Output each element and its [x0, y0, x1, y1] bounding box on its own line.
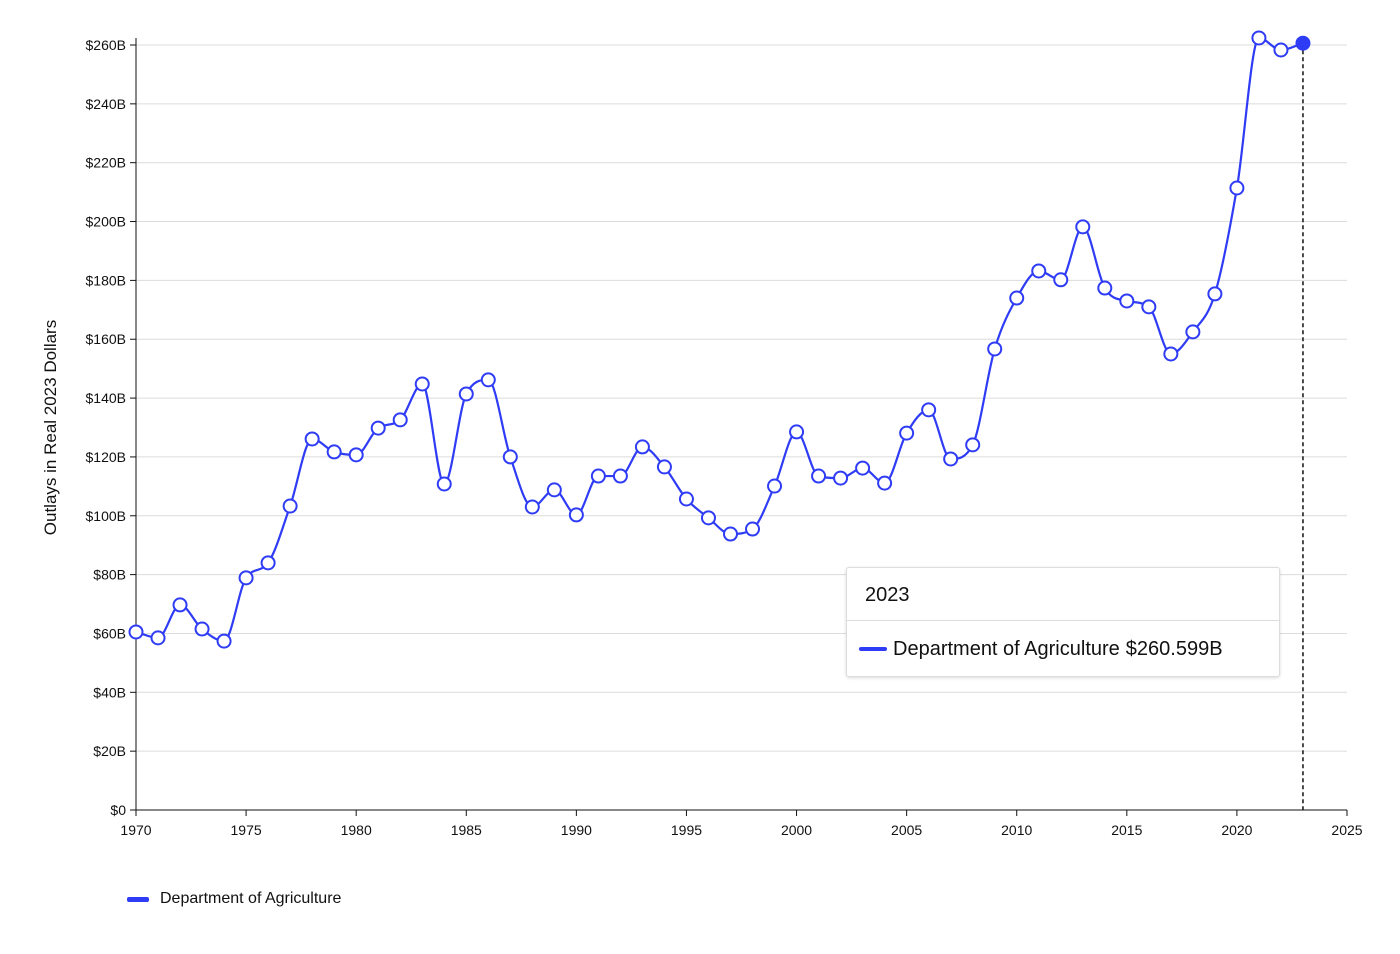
x-tick-label: 1975 — [231, 822, 262, 838]
y-tick-label: $160B — [86, 331, 126, 347]
data-point — [855, 460, 871, 476]
data-point — [238, 570, 254, 586]
data-point — [1185, 324, 1201, 340]
data-point — [568, 507, 584, 523]
legend: Department of Agriculture — [127, 890, 341, 908]
data-point — [1163, 346, 1179, 362]
x-tick-label: 1985 — [451, 822, 482, 838]
data-point — [1031, 263, 1047, 279]
data-point — [282, 498, 298, 514]
y-tick-label: $0 — [110, 802, 126, 818]
data-point — [392, 412, 408, 428]
data-point — [194, 621, 210, 637]
data-point — [1207, 286, 1223, 302]
tooltip-series-name: Department of Agriculture — [893, 637, 1120, 660]
y-tick-label: $40B — [93, 684, 126, 700]
data-point — [1229, 180, 1245, 196]
data-point — [1009, 290, 1025, 306]
x-tick-label: 2000 — [781, 822, 812, 838]
data-point — [326, 444, 342, 460]
data-point — [304, 431, 320, 447]
data-point — [811, 468, 827, 484]
data-point — [833, 470, 849, 486]
data-point — [1141, 299, 1157, 315]
data-point — [722, 526, 738, 542]
y-tick-label: $140B — [86, 390, 126, 406]
y-tick-label: $100B — [86, 508, 126, 524]
data-point — [1075, 219, 1091, 235]
x-tick-label: 1980 — [341, 822, 372, 838]
data-point — [150, 630, 166, 646]
data-point — [899, 425, 915, 441]
x-tick-label: 1990 — [561, 822, 592, 838]
data-point — [216, 633, 232, 649]
x-tick-label: 1995 — [671, 822, 702, 838]
y-tick-label: $260B — [86, 37, 126, 53]
tooltip: 2023 Department of Agriculture $260.599B — [846, 567, 1280, 677]
x-tick-label: 2010 — [1001, 822, 1032, 838]
legend-swatch — [127, 896, 149, 902]
data-point — [678, 491, 694, 507]
y-tick-label: $120B — [86, 449, 126, 465]
x-tick-label: 2015 — [1111, 822, 1142, 838]
data-point — [480, 372, 496, 388]
x-tick-label: 2020 — [1221, 822, 1252, 838]
y-tick-label: $80B — [93, 567, 126, 583]
x-tick-label: 2025 — [1331, 822, 1362, 838]
data-point — [921, 402, 937, 418]
data-point — [370, 420, 386, 436]
data-point — [348, 447, 364, 463]
data-point — [987, 341, 1003, 357]
y-tick-label: $200B — [86, 214, 126, 230]
data-point — [767, 478, 783, 494]
data-point — [414, 376, 430, 392]
x-tick-label: 1970 — [120, 822, 151, 838]
y-tick-label: $180B — [86, 272, 126, 288]
data-point — [1251, 30, 1267, 46]
x-tick-label: 2005 — [891, 822, 922, 838]
data-point — [1119, 293, 1135, 309]
data-point — [524, 499, 540, 515]
data-point — [172, 597, 188, 613]
data-point — [260, 555, 276, 571]
data-point — [458, 386, 474, 402]
data-point — [634, 439, 650, 455]
data-point — [590, 468, 606, 484]
highlighted-data-point — [1295, 35, 1311, 51]
y-tick-label: $60B — [93, 625, 126, 641]
data-point — [128, 624, 144, 640]
data-point — [612, 468, 628, 484]
data-point — [943, 451, 959, 467]
data-point — [436, 476, 452, 492]
data-point — [502, 449, 518, 465]
tooltip-series-swatch — [859, 647, 887, 651]
data-point — [877, 475, 893, 491]
data-point — [1273, 42, 1289, 58]
data-point — [1053, 272, 1069, 288]
tooltip-value: $260.599B — [1125, 637, 1223, 660]
data-point — [546, 482, 562, 498]
data-point — [745, 521, 761, 537]
data-point — [700, 510, 716, 526]
y-tick-label: $240B — [86, 96, 126, 112]
tooltip-row: Department of Agriculture $260.599B — [847, 621, 1279, 677]
data-point — [656, 459, 672, 475]
y-axis-label: Outlays in Real 2023 Dollars — [41, 320, 60, 535]
data-point — [789, 424, 805, 440]
data-point — [1097, 280, 1113, 296]
legend-item-label[interactable]: Department of Agriculture — [160, 890, 342, 907]
tooltip-title: 2023 — [847, 568, 1279, 621]
data-point — [965, 437, 981, 453]
y-tick-label: $20B — [93, 743, 126, 759]
y-tick-label: $220B — [86, 155, 126, 171]
